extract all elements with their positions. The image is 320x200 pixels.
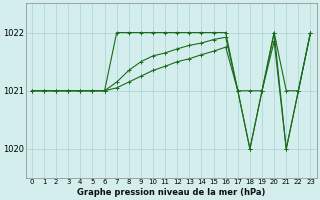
X-axis label: Graphe pression niveau de la mer (hPa): Graphe pression niveau de la mer (hPa) [77, 188, 265, 197]
